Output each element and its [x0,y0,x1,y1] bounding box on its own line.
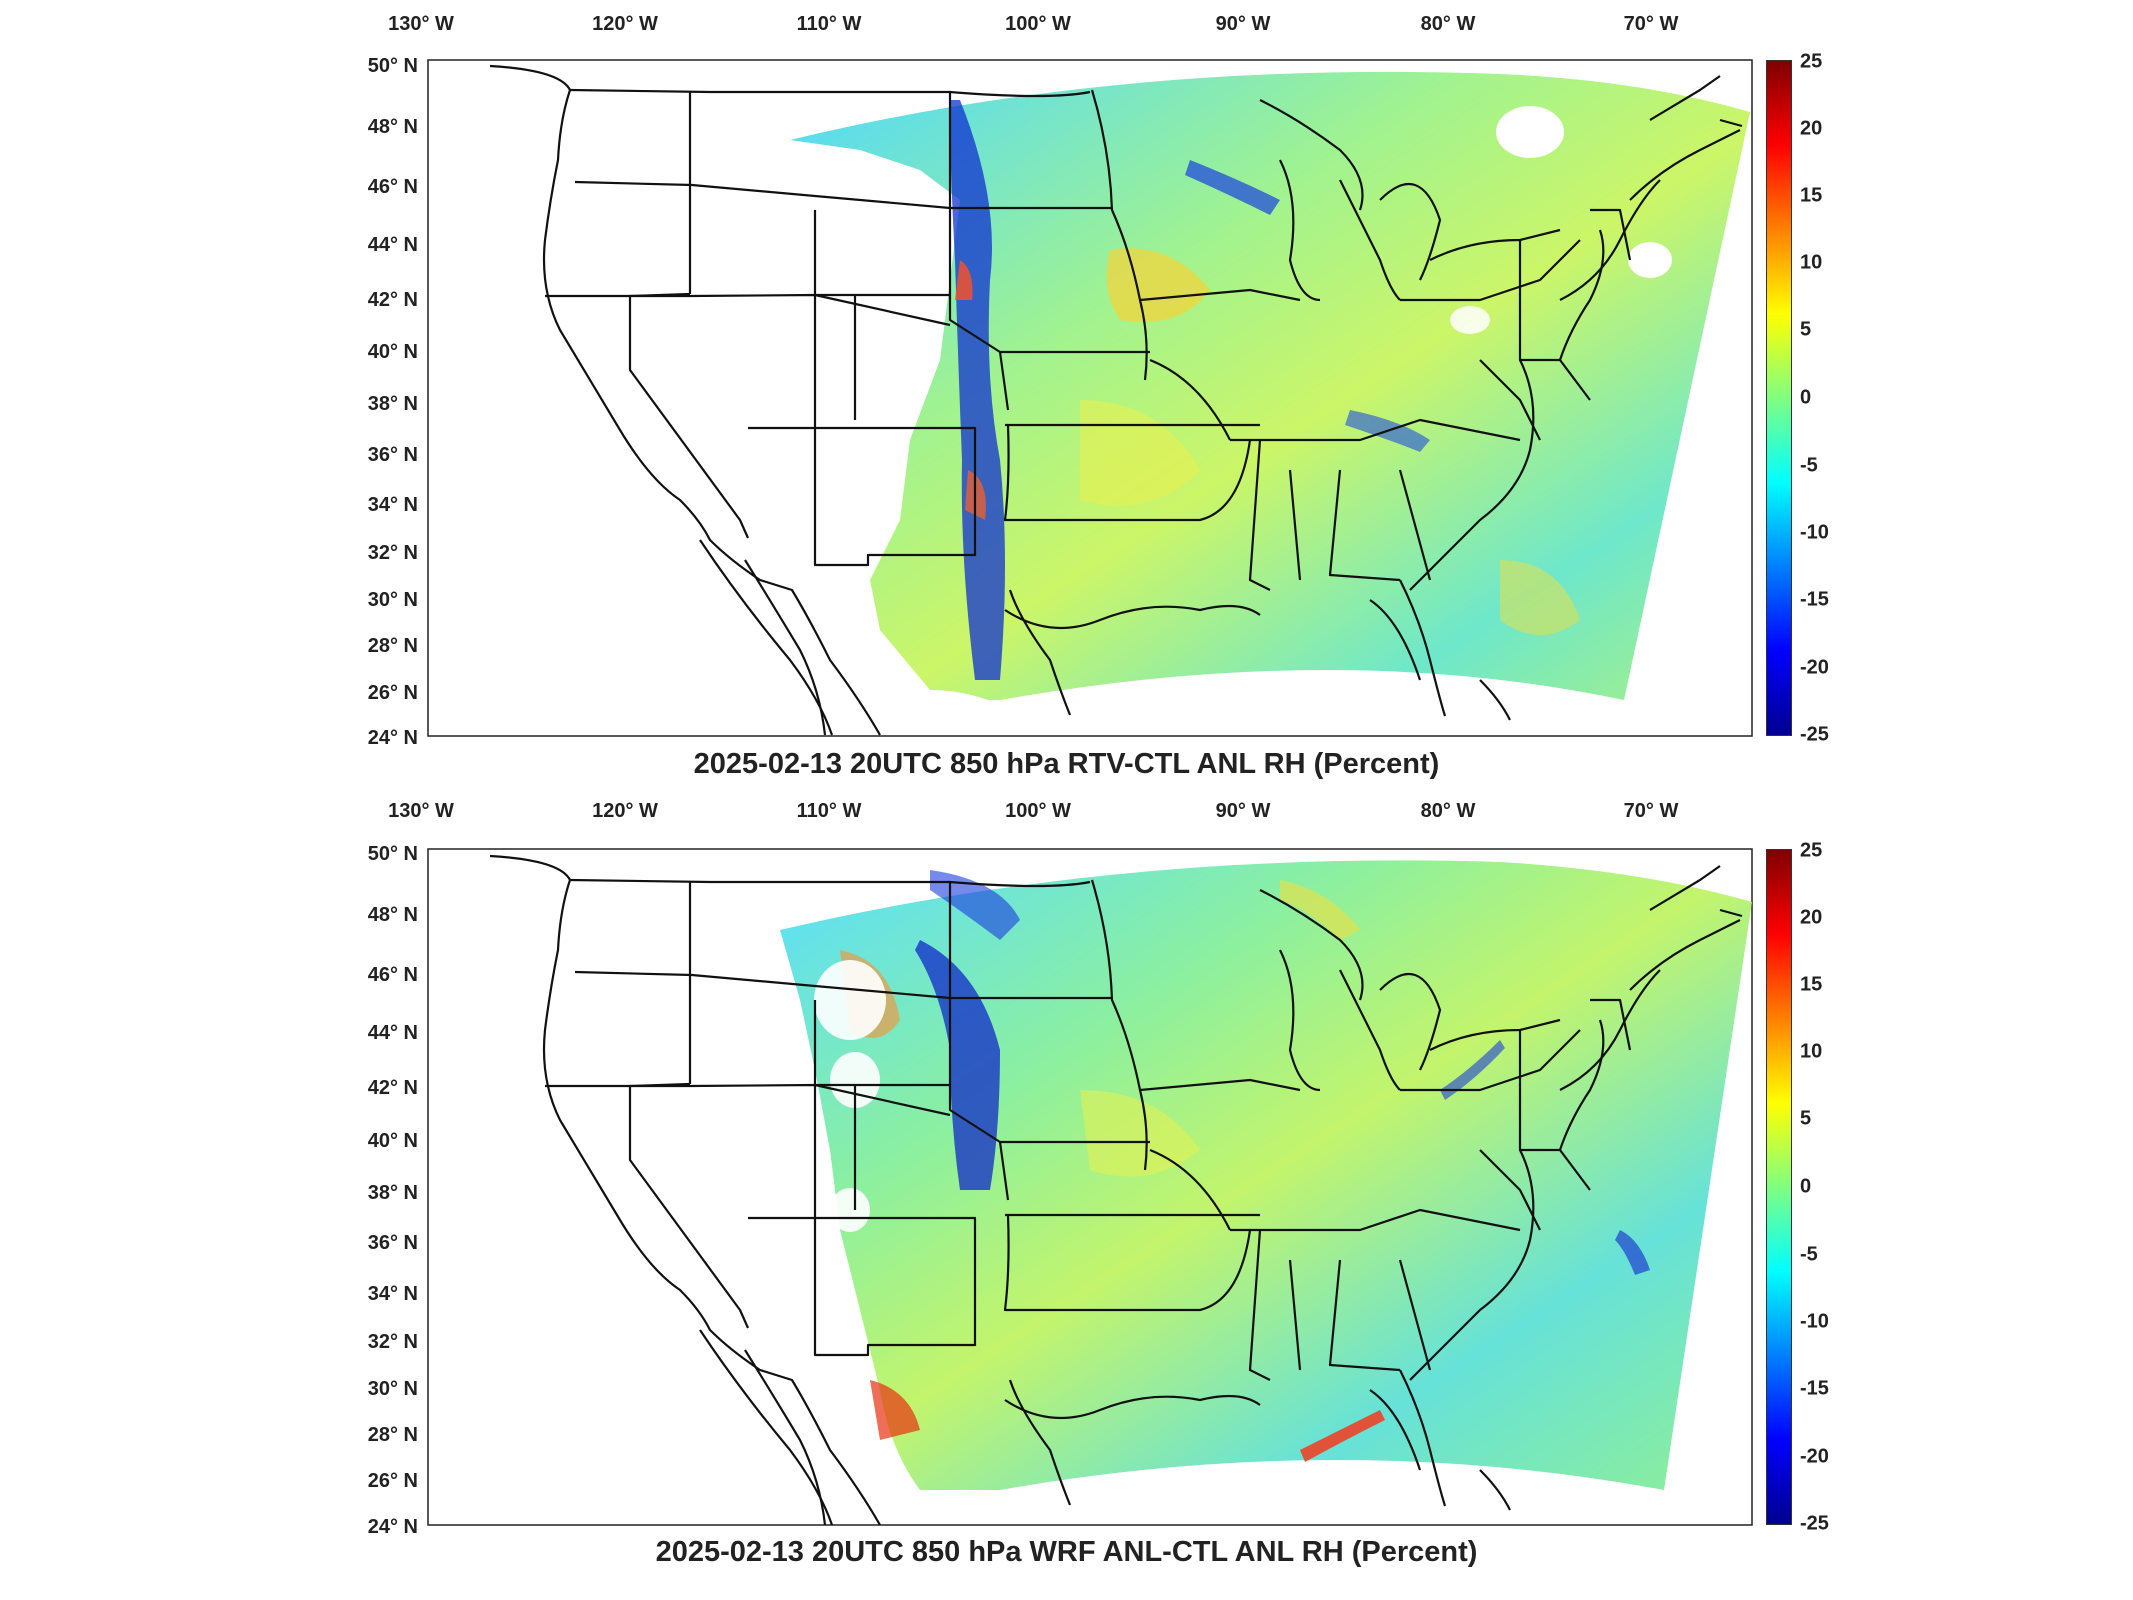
anomaly-positive [1300,1410,1385,1462]
coastline-and-state-borders [489,64,1743,736]
lon-label: 100° W [1005,13,1071,35]
lat-label: 40° N [368,341,418,363]
colorbar-tick: 10 [1800,251,1823,274]
lat-label: 42° N [368,1077,418,1099]
colorbar-tick: 0 [1800,386,1812,409]
colorbar-tick: 0 [1800,1175,1812,1198]
colorbar-tick: 5 [1800,318,1812,341]
lon-label: 100° W [1005,800,1071,822]
colorbar-tick: 20 [1800,906,1823,929]
panel-title: 2025-02-13 20UTC 850 hPa RTV-CTL ANL RH … [693,748,1440,780]
panel-title: 2025-02-13 20UTC 850 hPa WRF ANL-CTL ANL… [655,1536,1478,1568]
colorbar-tick: 15 [1800,973,1823,996]
lat-label: 26° N [368,1470,418,1492]
anomaly-positive [1080,1090,1200,1177]
anomaly-negative [1185,160,1280,215]
anomaly-negative [930,870,1020,940]
colorbar-tick: -10 [1800,521,1829,544]
colorbar-tick: 25 [1800,50,1823,73]
lat-label: 24° N [368,1516,418,1538]
lat-label: 46° N [368,176,418,198]
data-gap [814,960,886,1040]
colorbar-tick: -25 [1800,1512,1829,1535]
anomaly-positive [1500,560,1580,635]
data-gap [830,1188,870,1232]
colorbar-tick: -10 [1800,1310,1829,1333]
lat-label: 48° N [368,116,418,138]
data-gap [1450,306,1490,334]
colorbar-tick: 10 [1800,1040,1823,1063]
data-gap [1628,242,1672,278]
lat-label: 30° N [368,1378,418,1400]
data-domain [780,860,1752,1490]
lon-label: 70° W [1624,800,1679,822]
longitude-axis: 130° W 120° W 110° W 100° W 90° W 80° W … [388,13,1678,35]
anomaly-positive [1280,880,1360,940]
colorbar-tick: -5 [1800,454,1818,477]
lon-label: 130° W [388,800,454,822]
colorbar-tick: 15 [1800,184,1823,207]
coastline-and-state-borders [489,854,1743,1525]
colorbar-tick: -15 [1800,1377,1829,1400]
colorbar-tick: -20 [1800,656,1829,679]
lat-label: 36° N [368,444,418,466]
colorbar-gradient [1766,60,1792,736]
lon-label: 120° W [592,13,658,35]
colorbar-tick: -25 [1800,723,1829,746]
map-plot-bottom: 50° N 48° N 46° N 44° N 42° N 40° N 38° … [368,800,1753,1538]
lat-label: 40° N [368,1130,418,1152]
lat-label: 44° N [368,1022,418,1044]
data-domain [790,71,1750,700]
map-plot-top: 50° N 48° N 46° N 44° N 42° N 40° N 38° … [368,13,1753,749]
lat-label: 28° N [368,635,418,657]
anomaly-negative [1615,1230,1650,1275]
anomaly-negative [1440,1040,1505,1100]
colorbar-tick: 25 [1800,839,1823,862]
colorbar-tick: 5 [1800,1107,1812,1130]
lon-label: 110° W [797,800,862,822]
lon-label: 90° W [1216,13,1271,35]
lon-label: 70° W [1624,13,1679,35]
lat-label: 36° N [368,1232,418,1254]
lon-label: 120° W [592,800,658,822]
lon-label: 90° W [1216,800,1271,822]
lon-label: 80° W [1421,13,1476,35]
latitude-axis: 50° N 48° N 46° N 44° N 42° N 40° N 38° … [368,843,418,1538]
lat-label: 32° N [368,1331,418,1353]
lat-label: 46° N [368,964,418,986]
lon-label: 110° W [797,13,862,35]
lat-label: 50° N [368,55,418,77]
lat-label: 24° N [368,727,418,749]
colorbar-tick: -5 [1800,1243,1818,1266]
lat-label: 32° N [368,542,418,564]
longitude-axis: 130° W 120° W 110° W 100° W 90° W 80° W … [388,800,1678,822]
lon-label: 130° W [388,13,454,35]
lat-label: 48° N [368,904,418,926]
colorbar-gradient [1766,849,1792,1525]
lat-label: 30° N [368,589,418,611]
lat-label: 38° N [368,393,418,415]
lat-label: 50° N [368,843,418,865]
lon-label: 80° W [1421,800,1476,822]
colorbar-tick: -15 [1800,588,1829,611]
lat-label: 26° N [368,682,418,704]
anomaly-negative [950,100,1005,680]
anomaly-positive [955,260,973,300]
lat-label: 34° N [368,494,418,516]
lat-label: 44° N [368,234,418,256]
anomaly-positive [1080,400,1200,506]
lat-label: 34° N [368,1283,418,1305]
lat-label: 38° N [368,1182,418,1204]
latitude-axis: 50° N 48° N 46° N 44° N 42° N 40° N 38° … [368,55,418,749]
colorbar-tick: 20 [1800,117,1823,140]
lat-label: 28° N [368,1424,418,1446]
lat-label: 42° N [368,289,418,311]
data-gap [1496,106,1564,158]
data-gap [830,1052,880,1108]
colorbar-tick: -20 [1800,1445,1829,1468]
anomaly-positive [870,1380,920,1440]
